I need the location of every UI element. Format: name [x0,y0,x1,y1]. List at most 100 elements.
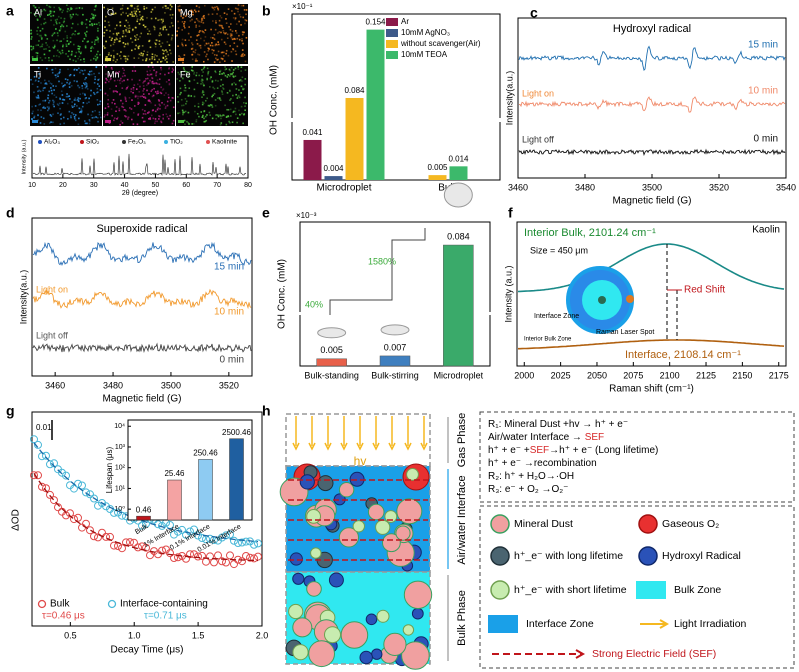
eds-pixel [135,88,138,90]
eds-pixel [44,99,47,102]
eds-pixel [131,70,134,72]
x-tick-label: 50 [152,182,160,189]
eds-pixel [92,91,95,94]
eds-pixel [234,7,237,10]
particle [338,482,355,498]
eds-pixel [126,57,128,60]
eds-pixel [216,44,218,46]
legend-label: Fe₂O₃ [128,139,146,146]
eds-pixel [110,39,113,41]
eds-pixel [83,120,86,122]
eds-pixel [136,83,139,86]
eds-pixel [48,90,51,93]
eds-pixel [183,26,186,29]
light-arrow-head [324,442,332,451]
eds-pixel [213,61,216,63]
eds-pixel [233,110,235,113]
eds-pixel [215,114,218,116]
eds-pixel [198,54,201,56]
eds-pixel [229,69,232,72]
eds-pixel [229,122,231,124]
eds-pixel [234,83,237,86]
eds-pixel [166,100,169,103]
eds-pixel [48,46,50,48]
eds-pixel [103,31,106,34]
eds-pixel [94,14,97,17]
eds-pixel [161,89,164,91]
legend-symbol [206,140,210,144]
eds-pixel [53,10,56,13]
eds-pixel [167,33,170,36]
particle [395,525,411,541]
eds-pixel [84,83,86,86]
eds-pixel [66,10,69,13]
eds-pixel [245,9,248,11]
eds-pixel [213,38,216,41]
eds-pixel [42,117,45,120]
eds-pixel [60,17,62,19]
eds-pixel [115,90,117,92]
eds-pixel [201,30,203,32]
eds-pixel [238,20,240,23]
decay-point [46,460,54,469]
eds-pixel [121,102,124,105]
y-axis-label: ΔOD [11,509,22,531]
eds-pixel [80,22,83,24]
eds-pixel [204,29,207,31]
legend-label: Ar [401,17,409,26]
trace-label: 0 min [220,355,244,366]
eds-pixel [123,79,125,82]
eds-pixel [136,34,138,36]
eds-pixel [188,87,191,89]
eds-pixel [34,105,37,107]
eds-pixel [171,67,174,70]
eds-pixel [130,88,133,90]
eds-pixel [78,7,81,9]
eds-pixel [98,111,101,113]
particle [338,527,359,548]
eds-pixel [62,38,65,40]
eds-pixel [183,89,186,92]
eds-pixel [161,101,163,104]
eds-pixel [154,45,157,48]
eds-pixel [204,44,206,47]
eds-pixel [142,93,145,95]
eds-pixel [84,94,86,96]
spectrum-trace [518,96,786,113]
eds-pixel [203,102,205,104]
eds-pixel [106,94,109,97]
decay-point [226,530,234,539]
axis-break [296,312,494,315]
particle [299,474,315,490]
eds-pixel [148,58,151,61]
eds-pixel [114,39,116,41]
y-axis-label: Lifespan (μs) [105,446,114,493]
value-label: 0.084 [344,86,365,95]
eds-pixel [84,32,86,34]
eds-pixel [140,17,143,20]
eds-pixel [203,39,206,42]
eds-pixel [107,103,109,105]
eds-pixel [95,66,98,69]
eds-pixel [142,82,144,84]
eds-pixel [61,11,64,14]
legend-label: 10mM TEOA [401,50,448,59]
eds-pixel [193,73,195,75]
eds-pixel [237,10,239,13]
eds-pixel [112,49,115,52]
eds-pixel [43,48,45,50]
eds-pixel [33,116,36,119]
eds-pixel [133,7,136,10]
eds-pixel [61,45,64,48]
eds-pixel [62,21,65,24]
x-tick-label: Bulk-standing [304,370,359,380]
eds-pixel [136,5,139,8]
eds-pixel [73,68,76,71]
bar [198,459,213,521]
eds-pixel [63,17,66,20]
eds-pixel [185,100,188,103]
eds-element-label: Mn [107,69,120,79]
eds-pixel [52,121,54,124]
decay-point [194,552,202,561]
eds-pixel [239,16,242,18]
